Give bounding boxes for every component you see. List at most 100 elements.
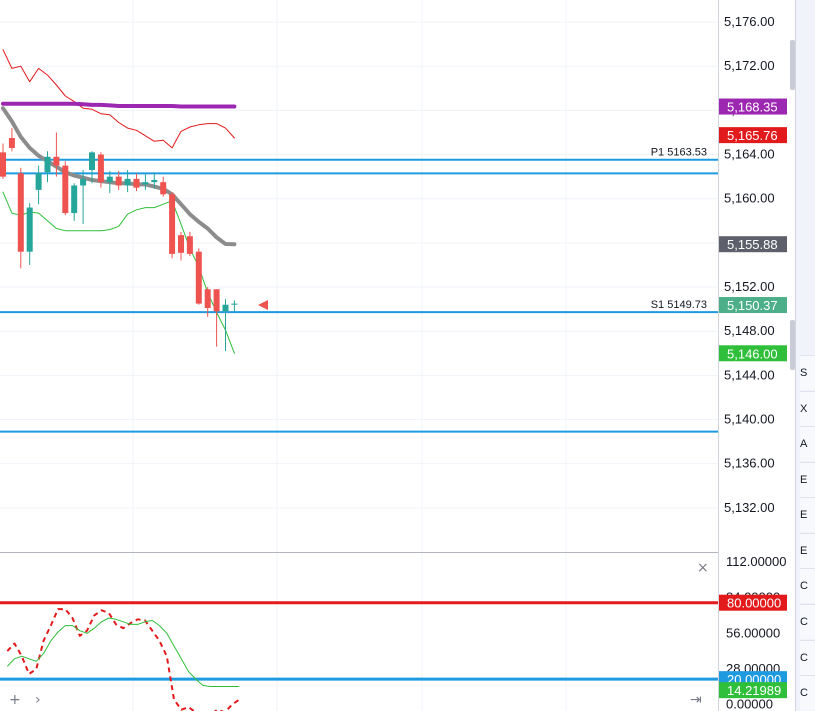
- badge-background: [719, 297, 787, 314]
- badge-background: [719, 594, 787, 611]
- badge-background: [719, 236, 787, 253]
- badge-background: [719, 682, 787, 699]
- price-tick-label: 5,132.00: [724, 500, 775, 515]
- candle: [62, 161, 69, 216]
- candle: [124, 170, 131, 193]
- candle-body: [186, 236, 193, 254]
- candle: [160, 176, 167, 197]
- side-panel-row[interactable]: C: [800, 604, 815, 639]
- candle-body: [80, 178, 87, 186]
- price-tick-label: 5,164.00: [724, 147, 775, 162]
- badge-label: 5,150.37: [727, 298, 778, 313]
- oscillator-tick-label: 56.00000: [726, 625, 780, 640]
- side-panel-row[interactable]: E: [800, 533, 815, 568]
- candle: [142, 174, 149, 190]
- candle-body: [8, 138, 15, 148]
- side-panel-row[interactable]: C: [800, 568, 815, 603]
- candle-body: [97, 154, 104, 183]
- add-pane-icon[interactable]: +: [9, 692, 21, 708]
- candle-body: [106, 176, 113, 183]
- scroll-to-latest-icon[interactable]: ⇥: [690, 692, 702, 708]
- price-badge: 5,165.76: [719, 127, 787, 144]
- price-tick-label: 5,160.00: [724, 191, 775, 206]
- candle: [35, 165, 42, 205]
- oscillator-badge: 80.00000: [719, 594, 787, 611]
- badge-label: 80.00000: [727, 596, 781, 611]
- candle-body: [35, 173, 42, 190]
- price-tick-label: 5,176.00: [724, 14, 775, 29]
- side-panel-row[interactable]: E: [800, 497, 815, 532]
- oscillator-tick-label: 112.00000: [726, 554, 787, 569]
- last-price-marker: [258, 300, 268, 311]
- side-panel-row[interactable]: C: [800, 675, 815, 710]
- candle-body: [160, 182, 167, 195]
- candle: [186, 231, 193, 257]
- side-panel-row[interactable]: E: [800, 462, 815, 497]
- price-badge: 5,146.00: [719, 345, 787, 362]
- oscillator-k-line: [6, 608, 240, 711]
- candle-body: [222, 304, 229, 312]
- pane-close-button[interactable]: ×: [697, 560, 709, 576]
- candle-body: [26, 207, 33, 252]
- candle-body: [115, 176, 122, 186]
- vertical-scrollbar[interactable]: [790, 40, 795, 90]
- price-tick-label: 5,148.00: [724, 323, 775, 338]
- line-upper-band: [2, 49, 235, 149]
- candle: [71, 183, 78, 221]
- candle-body: [178, 235, 184, 253]
- candle: [231, 300, 238, 312]
- candle: [195, 248, 202, 305]
- price-badges: 5,168.35 5,165.76 5,155.88 5,150.37 5,146.00…: [719, 98, 787, 699]
- indicator-lines: [1, 49, 237, 354]
- candle: [222, 299, 229, 352]
- price-badge: 5,155.88: [719, 236, 787, 253]
- badge-background: [719, 127, 787, 144]
- candle-body: [133, 178, 140, 188]
- pivot-lines: P1 5163.53 S1 5149.73: [0, 147, 718, 433]
- candle: [97, 152, 104, 188]
- chart-grid: [0, 0, 719, 711]
- candle-body: [71, 185, 78, 214]
- candle-body: [0, 152, 6, 177]
- side-panel-row[interactable]: C: [800, 640, 815, 675]
- candle-body: [89, 152, 95, 171]
- candle-body: [231, 303, 238, 305]
- badge-label: 14.21989: [727, 683, 781, 698]
- badge-label: 5,165.76: [727, 128, 778, 143]
- oscillator-level-lines: [0, 601, 718, 681]
- line-flat-line: [1, 101, 237, 109]
- side-panel-row[interactable]: X: [800, 391, 815, 426]
- badge-background: [719, 98, 787, 115]
- side-panel-row[interactable]: S: [800, 355, 815, 390]
- vertical-scrollbar-lower[interactable]: [790, 320, 795, 370]
- price-badge: 5,168.35: [719, 98, 787, 115]
- candle-body: [204, 289, 211, 309]
- candle: [106, 171, 113, 194]
- candle: [26, 203, 33, 265]
- candle-body: [142, 182, 149, 185]
- candle-body: [169, 194, 176, 254]
- candle: [0, 143, 6, 179]
- pivot-label: P1 5163.53: [651, 147, 707, 159]
- candle-body: [53, 156, 60, 166]
- candle-body: [195, 251, 202, 304]
- candle: [89, 151, 95, 184]
- oscillator-tick-label: 0.00000: [726, 697, 773, 711]
- candle-body: [213, 289, 220, 312]
- oscillator-badge: 14.21989: [719, 682, 787, 699]
- scroll-right-icon[interactable]: ›: [35, 692, 41, 708]
- candle: [17, 167, 24, 269]
- candle: [44, 151, 51, 183]
- price-badge: 5,150.37: [719, 297, 787, 314]
- candlestick-series[interactable]: [0, 128, 268, 352]
- candle: [151, 172, 158, 189]
- candle: [8, 128, 15, 152]
- side-panel-row[interactable]: A: [800, 426, 815, 461]
- price-tick-label: 5,140.00: [724, 412, 775, 427]
- candle-body: [151, 179, 158, 183]
- candle: [169, 192, 176, 259]
- badge-label: 5,168.35: [727, 100, 778, 115]
- price-tick-label: 5,172.00: [724, 58, 775, 73]
